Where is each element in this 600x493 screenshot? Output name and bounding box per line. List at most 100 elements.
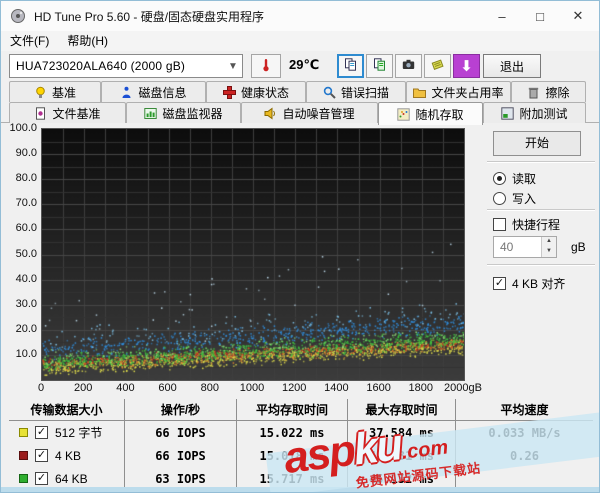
read-radio[interactable]: 读取 — [493, 170, 536, 187]
x-tick-label: 400 — [116, 382, 135, 394]
transfer-size-cell: ✓ 4 KB — [9, 444, 125, 467]
copy-image-button[interactable] — [366, 54, 393, 78]
y-tick-label: 50.0 — [15, 247, 37, 260]
short-stroke-label: 快捷行程 — [512, 218, 561, 232]
x-tick-label: 600 — [158, 382, 177, 394]
series-color-swatch — [19, 451, 28, 460]
tab-label: 错误扫描 — [340, 85, 389, 100]
avg-access-cell: 15.022 ms — [237, 421, 348, 444]
tab-benchmark[interactable]: 基准 — [9, 81, 101, 102]
ops-cell: 63 IOPS — [125, 467, 237, 490]
table-header-row: 传输数据大小 操作/秒 平均存取时间 最大存取时间 平均速度 — [9, 399, 593, 421]
read-label: 读取 — [512, 172, 537, 186]
thermometer-icon — [260, 58, 272, 75]
series-checkbox[interactable]: ✓ — [35, 472, 48, 485]
tab-error-scan[interactable]: 错误扫描 — [306, 81, 406, 102]
chevron-down-icon: ▼ — [228, 60, 238, 72]
tab-aam[interactable]: 自动噪音管理 — [241, 102, 378, 123]
amount-value: 40 — [500, 240, 514, 254]
exit-button[interactable]: 退出 — [483, 54, 541, 78]
spin-down-icon[interactable]: ▼ — [542, 247, 556, 257]
folder-icon — [413, 86, 427, 99]
tab-folder-usage[interactable]: 文件夹占用率 — [406, 81, 511, 102]
x-tick-label: 0 — [37, 382, 45, 394]
tab-file-benchmark[interactable]: 文件基准 — [9, 102, 126, 123]
speaker-icon — [264, 107, 277, 120]
amount-spinner[interactable]: 40 ▲ ▼ — [493, 236, 557, 258]
magnifier-icon — [323, 86, 336, 99]
download-button[interactable]: ⬇ — [453, 54, 480, 78]
temperature-value: 29℃ — [289, 57, 320, 72]
y-tick-label: 20.0 — [15, 322, 37, 335]
x-tick-label: 2000gB — [444, 382, 482, 394]
copy-pages-icon — [344, 58, 357, 74]
x-tick-label: 1400 — [324, 382, 349, 394]
series-label: 4 KB — [55, 448, 82, 463]
minimize-button[interactable]: – — [498, 8, 506, 24]
x-tick-label: 200 — [74, 382, 93, 394]
series-color-swatch — [19, 474, 28, 483]
close-button[interactable]: ✕ — [572, 8, 584, 23]
col-max-access-time: 最大存取时间 — [348, 399, 456, 421]
copy-pages-green-icon — [373, 58, 386, 74]
download-icon: ⬇ — [460, 57, 473, 75]
ops-cell: 66 IOPS — [125, 444, 237, 467]
y-tick-label: 70.0 — [15, 197, 37, 210]
align-4kb-label: 4 KB 对齐 — [512, 277, 566, 291]
random-access-scatter-chart — [41, 128, 465, 381]
menu-file[interactable]: 文件(F) — [10, 34, 50, 48]
tab-label: 磁盘监视器 — [162, 106, 223, 121]
tab-health[interactable]: 健康状态 — [206, 81, 306, 102]
x-tick-label: 1600 — [366, 382, 391, 394]
bulb-icon — [34, 86, 47, 99]
y-tick-label: 90.0 — [15, 147, 37, 160]
toolbar: HUA723020ALA640 (2000 gB) ▼ 29℃ ⬇ 退出 — [1, 51, 599, 81]
tab-label: 擦除 — [545, 85, 570, 100]
y-tick-label: 80.0 — [15, 172, 37, 185]
col-transfer-size: 传输数据大小 — [9, 399, 125, 421]
menu-help[interactable]: 帮助(H) — [67, 34, 108, 48]
spinner-arrows[interactable]: ▲ ▼ — [541, 237, 556, 257]
tab-label: 文件基准 — [52, 106, 101, 121]
y-tick-label: 10.0 — [15, 347, 37, 360]
series-label: 64 KB — [55, 471, 88, 486]
short-stroke-checkbox[interactable]: 快捷行程 — [493, 216, 560, 233]
col-avg-access-time: 平均存取时间 — [237, 399, 348, 421]
x-tick-label: 1200 — [281, 382, 307, 394]
x-tick-label: 1000 — [239, 382, 265, 394]
app-icon — [10, 8, 26, 24]
write-radio[interactable]: 写入 — [493, 190, 536, 207]
tab-extra-tests[interactable]: 附加测试 — [483, 102, 586, 123]
radio-selected-icon — [493, 172, 506, 185]
align-4kb-checkbox[interactable]: ✓ 4 KB 对齐 — [493, 275, 565, 292]
menubar: 文件(F) 帮助(H) — [1, 31, 599, 51]
y-tick-label: 30.0 — [15, 297, 37, 310]
drive-select[interactable]: HUA723020ALA640 (2000 gB) ▼ — [9, 54, 243, 78]
temperature-button[interactable] — [251, 54, 281, 78]
tab-label: 随机存取 — [415, 107, 464, 122]
series-checkbox[interactable]: ✓ — [35, 449, 48, 462]
start-button[interactable]: 开始 — [493, 131, 581, 156]
tab-disk-monitor[interactable]: 磁盘监视器 — [126, 102, 241, 123]
spin-up-icon[interactable]: ▲ — [542, 237, 556, 247]
tab-label: 文件夹占用率 — [431, 85, 504, 100]
tab-random-access[interactable]: 随机存取 — [378, 102, 483, 125]
x-tick-label: 1800 — [408, 382, 434, 394]
maximize-button[interactable]: □ — [536, 8, 544, 24]
y-tick-label: 100.0 — [9, 122, 37, 134]
series-checkbox[interactable]: ✓ — [35, 426, 48, 439]
transfer-size-cell: ✓ 64 KB — [9, 467, 125, 490]
copy-text-button[interactable] — [337, 54, 364, 78]
trash-icon — [527, 86, 540, 99]
window-title: HD Tune Pro 5.60 - 硬盘/固态硬盘实用程序 — [34, 9, 265, 24]
transfer-size-cell: ✓ 512 字节 — [9, 421, 125, 444]
tab-disk-info[interactable]: 磁盘信息 — [101, 81, 206, 102]
tab-erase[interactable]: 擦除 — [511, 81, 586, 102]
tab-label: 磁盘信息 — [138, 85, 187, 100]
save-button[interactable] — [424, 54, 451, 78]
screenshot-button[interactable] — [395, 54, 422, 78]
x-tick-label: 800 — [200, 382, 219, 394]
drive-select-value: HUA723020ALA640 (2000 gB) — [16, 59, 186, 73]
col-avg-speed: 平均速度 — [456, 399, 593, 421]
